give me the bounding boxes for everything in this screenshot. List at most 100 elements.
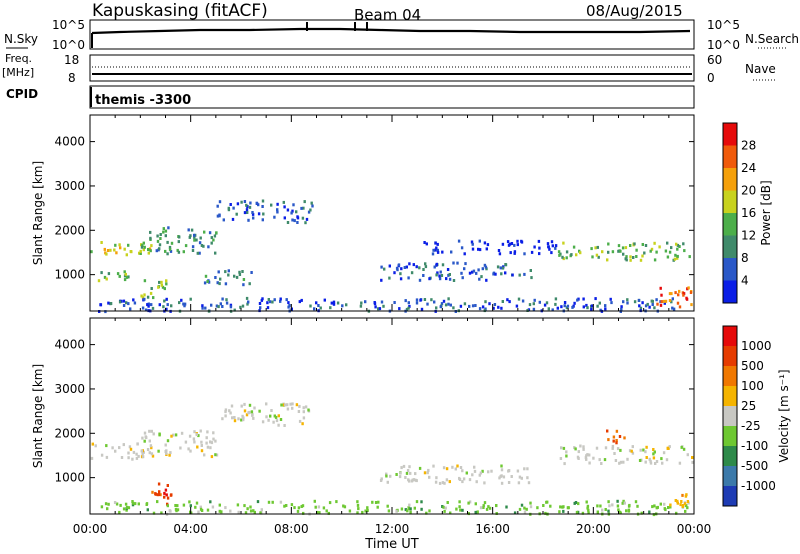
- echo-cell: [625, 255, 628, 259]
- echo-cell: [327, 511, 330, 515]
- echo-cell: [611, 446, 614, 450]
- y-tick-label: 3000: [54, 179, 85, 193]
- echo-cell: [170, 241, 174, 245]
- echo-cell: [547, 307, 550, 311]
- echo-cell: [288, 304, 291, 307]
- echo-cell: [681, 505, 684, 508]
- velocity-echo-cells: [90, 402, 694, 517]
- echo-cell: [99, 303, 103, 307]
- velocity-y-ticks: 1000 2000 3000 4000: [54, 338, 694, 485]
- echo-cell: [279, 299, 282, 303]
- echo-cell: [436, 248, 439, 252]
- echo-cell: [415, 298, 419, 302]
- colorbar-tick-label: 12: [741, 229, 756, 243]
- echo-cell: [238, 270, 241, 274]
- echo-cell: [224, 270, 227, 274]
- echo-cell: [650, 247, 654, 251]
- echo-cell: [422, 274, 425, 277]
- echo-cell: [188, 434, 192, 438]
- echo-cell: [188, 500, 191, 504]
- echo-cell: [142, 450, 145, 454]
- echo-cell: [532, 307, 536, 311]
- echo-cell: [655, 460, 659, 463]
- echo-cell: [214, 251, 217, 255]
- echo-cell: [653, 450, 656, 454]
- echo-cell: [676, 301, 680, 305]
- echo-cell: [598, 458, 601, 462]
- echo-cell: [600, 462, 603, 465]
- echo-cell: [483, 241, 487, 245]
- echo-cell: [579, 251, 582, 255]
- echo-cell: [642, 448, 645, 452]
- echo-cell: [210, 303, 213, 307]
- echo-cell: [174, 504, 177, 507]
- echo-cell: [322, 506, 326, 510]
- echo-cell: [510, 475, 513, 478]
- echo-cell: [319, 306, 322, 310]
- echo-cell: [577, 457, 580, 460]
- echo-cell: [233, 308, 236, 312]
- echo-cell: [407, 306, 410, 310]
- echo-cell: [550, 251, 553, 255]
- echo-cell: [497, 305, 500, 309]
- echo-cell: [125, 253, 128, 257]
- echo-cell: [460, 246, 464, 250]
- echo-cell: [118, 446, 121, 450]
- colorbar-swatch: [723, 486, 737, 506]
- echo-cell: [106, 249, 110, 252]
- echo-cell: [146, 303, 149, 307]
- echo-cell: [563, 304, 566, 308]
- echo-cell: [485, 278, 488, 282]
- echo-cell: [156, 500, 159, 504]
- echo-cell: [125, 508, 128, 512]
- power-y-ticks: 1000 2000 3000 4000: [54, 135, 694, 282]
- echo-cell: [164, 249, 167, 253]
- echo-cell: [577, 450, 580, 454]
- echo-cell: [496, 265, 500, 269]
- echo-cell: [143, 297, 146, 301]
- echo-cell: [603, 458, 607, 462]
- echo-cell: [114, 449, 117, 453]
- echo-cell: [684, 509, 687, 513]
- echo-cell: [548, 247, 551, 251]
- colorbar-swatch: [723, 386, 737, 406]
- echo-cell: [565, 454, 568, 458]
- echo-cell: [265, 402, 268, 406]
- echo-cell: [439, 305, 442, 309]
- echo-cell: [434, 480, 438, 484]
- colorbar-tick-label: 24: [741, 161, 756, 175]
- echo-cell: [330, 301, 333, 305]
- echo-cell: [506, 298, 509, 302]
- echo-cell: [129, 447, 133, 451]
- echo-cell: [214, 276, 217, 279]
- colorbar-swatch: [723, 190, 737, 213]
- echo-cell: [227, 206, 230, 210]
- echo-cell: [246, 507, 249, 511]
- echo-cell: [682, 293, 685, 297]
- echo-cell: [123, 270, 126, 274]
- echo-cell: [115, 502, 119, 506]
- echo-cell: [442, 466, 446, 470]
- velocity-y-axis-label: Slant Range [km]: [31, 364, 45, 468]
- echo-cell: [165, 297, 168, 301]
- echo-cell: [424, 265, 428, 269]
- echo-cell: [212, 437, 215, 441]
- echo-cell: [257, 212, 261, 216]
- echo-cell: [127, 451, 130, 455]
- echo-cell: [475, 480, 478, 484]
- echo-cell: [488, 506, 492, 510]
- echo-cell: [380, 278, 383, 282]
- echo-cell: [404, 476, 407, 479]
- echo-cell: [447, 297, 450, 301]
- echo-cell: [473, 469, 477, 473]
- echo-cell: [680, 500, 683, 503]
- echo-cell: [100, 271, 103, 275]
- colorbar-tick-label: -100: [741, 439, 768, 453]
- colorbar-swatch: [723, 235, 737, 258]
- echo-cell: [576, 298, 579, 302]
- echo-cell: [162, 230, 165, 234]
- echo-cell: [487, 505, 490, 509]
- echo-cell: [666, 446, 669, 450]
- echo-cell: [624, 246, 628, 250]
- echo-cell: [474, 304, 477, 307]
